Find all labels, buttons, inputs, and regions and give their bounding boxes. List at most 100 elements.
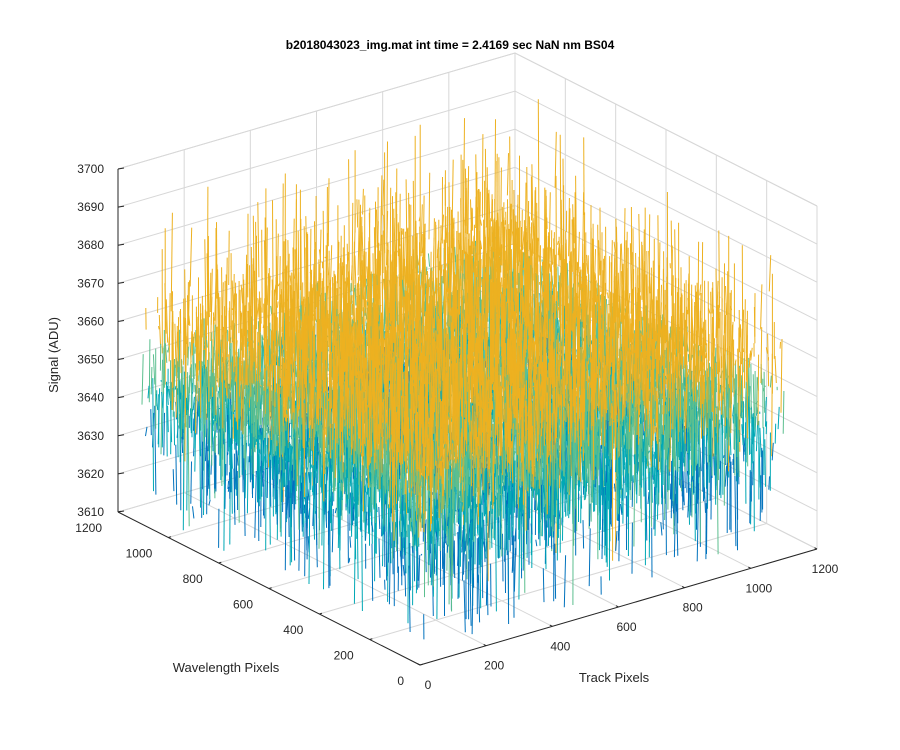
surface-stroke [759,427,762,458]
surface-stroke [168,388,171,399]
surface-stroke [336,240,339,284]
surface-stroke [420,204,423,257]
surface-stroke [559,134,562,244]
surface-stroke [559,243,561,261]
surface-stroke [499,167,502,260]
surface-stroke [685,415,688,452]
surface-stroke [613,241,616,253]
surface-stroke [549,263,552,273]
surface-stroke [522,231,525,250]
surface-stroke [425,266,428,275]
surface-stroke [607,292,609,299]
surface-stroke [318,264,321,306]
surface-stroke [552,290,554,313]
grid-line [319,497,717,615]
surface-stroke [383,314,386,331]
surface-stroke [350,265,353,281]
surface-stroke [604,282,607,362]
surface-stroke [729,426,732,456]
surface-stroke [557,240,559,245]
surface-stroke [774,423,777,444]
surface-stroke [356,199,359,228]
surface-stroke [664,375,667,380]
surface-stroke [559,323,562,367]
surface-stroke [729,416,732,438]
surface-stroke [524,268,527,316]
surface-stroke [365,335,367,340]
surface-stroke [579,380,582,407]
surface-stroke [747,396,751,455]
surface-stroke [498,228,501,256]
surface-stroke [450,252,453,316]
surface-stroke [616,303,619,388]
surface-stroke [464,168,467,255]
surface-stroke [556,313,558,321]
box-edge [117,52,818,207]
surface-stroke [478,191,481,296]
surface-stroke [245,254,248,313]
surface-stroke [500,325,502,352]
surface-stroke [696,389,699,408]
surface-stroke [525,259,528,350]
surface-stroke [597,338,599,351]
surface-stroke [730,305,733,311]
surface-stroke [402,279,405,297]
surface-stroke [351,202,354,291]
surface-stroke [226,404,229,476]
surface-stroke [681,312,684,370]
surface-stroke [488,189,491,247]
surface-stroke [470,230,472,273]
surface-stroke [362,292,365,300]
surface-stroke [289,275,292,290]
surface-stroke [351,295,353,304]
surface-stroke [277,283,280,287]
surface-stroke [522,296,525,321]
surface-stroke [452,218,455,323]
surface-stroke [167,405,169,433]
surface-stroke [428,172,431,240]
surface-stroke [591,298,594,300]
surface-stroke [739,324,742,365]
surface-stroke [327,262,330,276]
surface-stroke [412,180,415,314]
surface-stroke [518,227,521,304]
surface-stroke [760,284,763,329]
surface-stroke [150,366,153,395]
surface-stroke [396,276,398,387]
surface-stroke [147,385,150,399]
surface-stroke [165,299,169,343]
surface-stroke [276,233,279,301]
surface-stroke [743,299,746,389]
surface-stroke [744,422,747,504]
surface-stroke [464,219,466,234]
surface-stroke [361,316,364,334]
surface-stroke [435,289,438,359]
surface-stroke [405,239,408,286]
surface-stroke [158,325,160,330]
surface-stroke [315,358,317,373]
surface-stroke [272,200,274,341]
surface-stroke [546,299,549,359]
surface-stroke [763,371,766,413]
surface-stroke [152,354,156,385]
surface-stroke [183,371,185,434]
surface-stroke [528,296,532,357]
surface-stroke [196,395,199,435]
surface-stroke [459,278,461,315]
surface-stroke [259,301,261,363]
surface-stroke [240,284,243,304]
surface-stroke [715,268,718,375]
surface-stroke [387,243,390,328]
surface-stroke [734,388,737,476]
surface-stroke [428,303,431,355]
surface-stroke [475,304,478,319]
surface-stroke [573,274,576,293]
surface-stroke [152,378,154,492]
surface-stroke [283,349,286,359]
surface-stroke [479,219,482,226]
surface-stroke [282,183,284,345]
surface-stroke [771,442,774,461]
surface-stroke [654,323,657,341]
surface-stroke [560,199,563,268]
surface-stroke [537,302,540,360]
